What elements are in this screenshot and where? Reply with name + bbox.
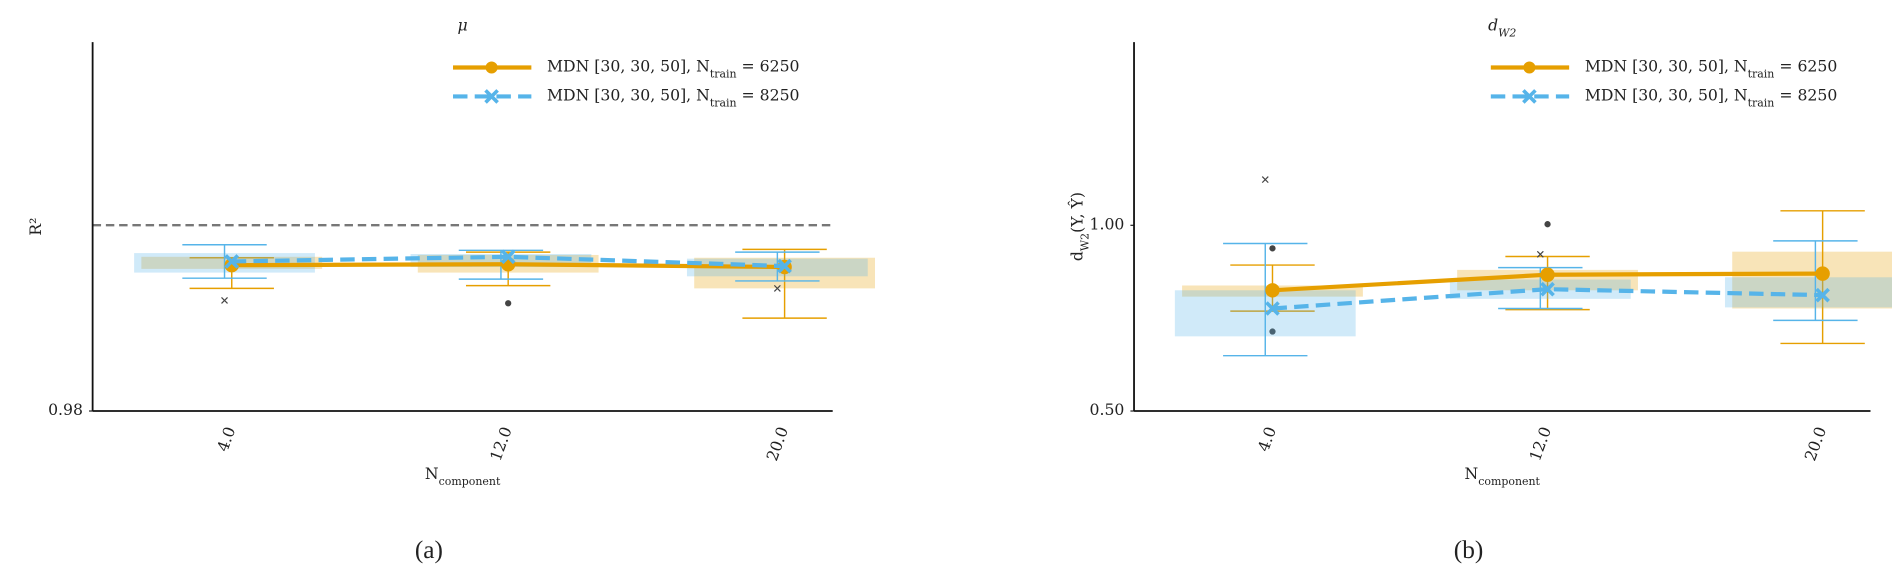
- caption: (a): [415, 536, 443, 564]
- series-group: [134, 243, 868, 304]
- legend-label: MDN [30, 30, 50], Ntrain = 6250: [547, 56, 799, 80]
- series-line: [1272, 287, 1823, 311]
- outlier: [1536, 250, 1544, 258]
- legend-label: MDN [30, 30, 50], Ntrain = 6250: [1585, 56, 1837, 80]
- x-axis-label: Ncomponent: [1465, 464, 1541, 488]
- legend-marker: [1523, 61, 1536, 74]
- point: [1540, 267, 1555, 282]
- point: [500, 249, 516, 265]
- point: [777, 258, 792, 274]
- point: [1265, 301, 1280, 316]
- x-tick-label: 20.0: [762, 424, 792, 463]
- y-tick-label: 0.50: [1090, 400, 1125, 419]
- legend-label: MDN [30, 30, 50], Ntrain = 8250: [547, 85, 799, 109]
- x-tick-label: 20.0: [1800, 424, 1830, 463]
- point: [1540, 281, 1555, 297]
- x-axis-label: Ncomponent: [425, 464, 501, 488]
- outlier: [1261, 176, 1269, 184]
- legend-marker: [484, 89, 499, 104]
- x-tick-label: 4.0: [1254, 424, 1280, 454]
- legend-marker: [485, 61, 498, 74]
- y-tick-label: 1.00: [1090, 214, 1125, 233]
- legend-marker: [1522, 89, 1537, 104]
- caption: (b): [1454, 536, 1484, 564]
- x-tick-label: 12.0: [1525, 424, 1555, 463]
- outlier: [1269, 328, 1276, 335]
- chart-title: μ: [458, 16, 468, 35]
- y-axis-label: R²: [26, 218, 45, 236]
- y-tick-label: 0.98: [48, 400, 83, 419]
- point: [1815, 287, 1830, 303]
- box: [1732, 251, 1892, 309]
- outlier: [221, 297, 228, 304]
- x-tick-label: 4.0: [213, 424, 239, 454]
- point: [1815, 266, 1830, 281]
- outlier: [773, 284, 781, 292]
- point: [224, 254, 240, 269]
- y-axis-label: dW2(Y, Ŷ): [1068, 192, 1092, 261]
- series-line: [231, 254, 785, 269]
- x-tick-label: 12.0: [486, 424, 516, 463]
- outlier: [1269, 245, 1276, 252]
- outlier: [1544, 221, 1551, 228]
- point: [1265, 283, 1280, 298]
- legend-label: MDN [30, 30, 50], Ntrain = 8250: [1585, 85, 1837, 109]
- outlier: [505, 300, 512, 307]
- chart-title: dW2: [1488, 16, 1516, 40]
